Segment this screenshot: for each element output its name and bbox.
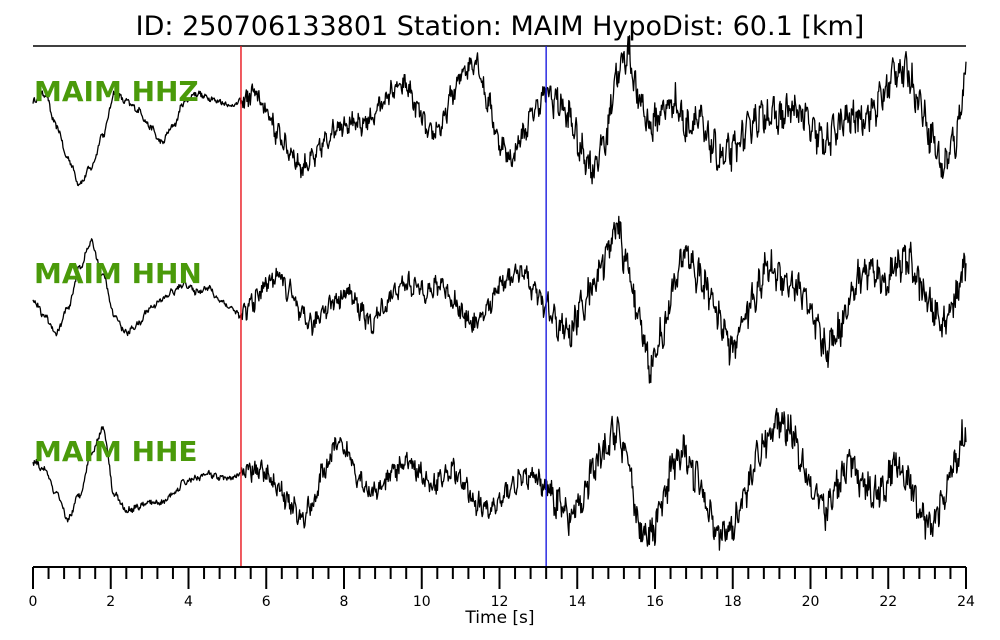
tick-label: 14 [568,594,586,610]
waveform-trace [32,215,967,384]
tick-label: 8 [340,594,349,610]
tick-label: 0 [29,594,38,610]
tick-label: 10 [413,594,431,610]
waveform-trace [32,407,967,551]
time-axis: 0 2 4 6 8 10 12 14 16 18 20 22 24 [29,566,975,610]
tick-label: 20 [802,594,820,610]
chart-title: ID: 250706133801 Station: MAIM HypoDist:… [136,11,865,42]
tick-label: 22 [879,594,897,610]
trace-label-group: MAIM HHZ MAIM HHN MAIM HHE [34,75,202,468]
tick-label: 4 [184,594,193,610]
trace-label: MAIM HHE [34,435,198,468]
phase-marker-group [240,46,547,567]
trace-label: MAIM HHZ [34,75,199,108]
waveform-trace [32,35,967,187]
tick-label: 24 [957,594,975,610]
tick-label: 6 [262,594,271,610]
tick-label: 16 [646,594,664,610]
time-axis-label: Time [s] [464,608,534,628]
tick-label: 2 [106,594,115,610]
trace-label: MAIM HHN [34,257,202,290]
trace-group [32,35,967,551]
tick-label: 12 [491,594,509,610]
tick-label: 18 [724,594,742,610]
